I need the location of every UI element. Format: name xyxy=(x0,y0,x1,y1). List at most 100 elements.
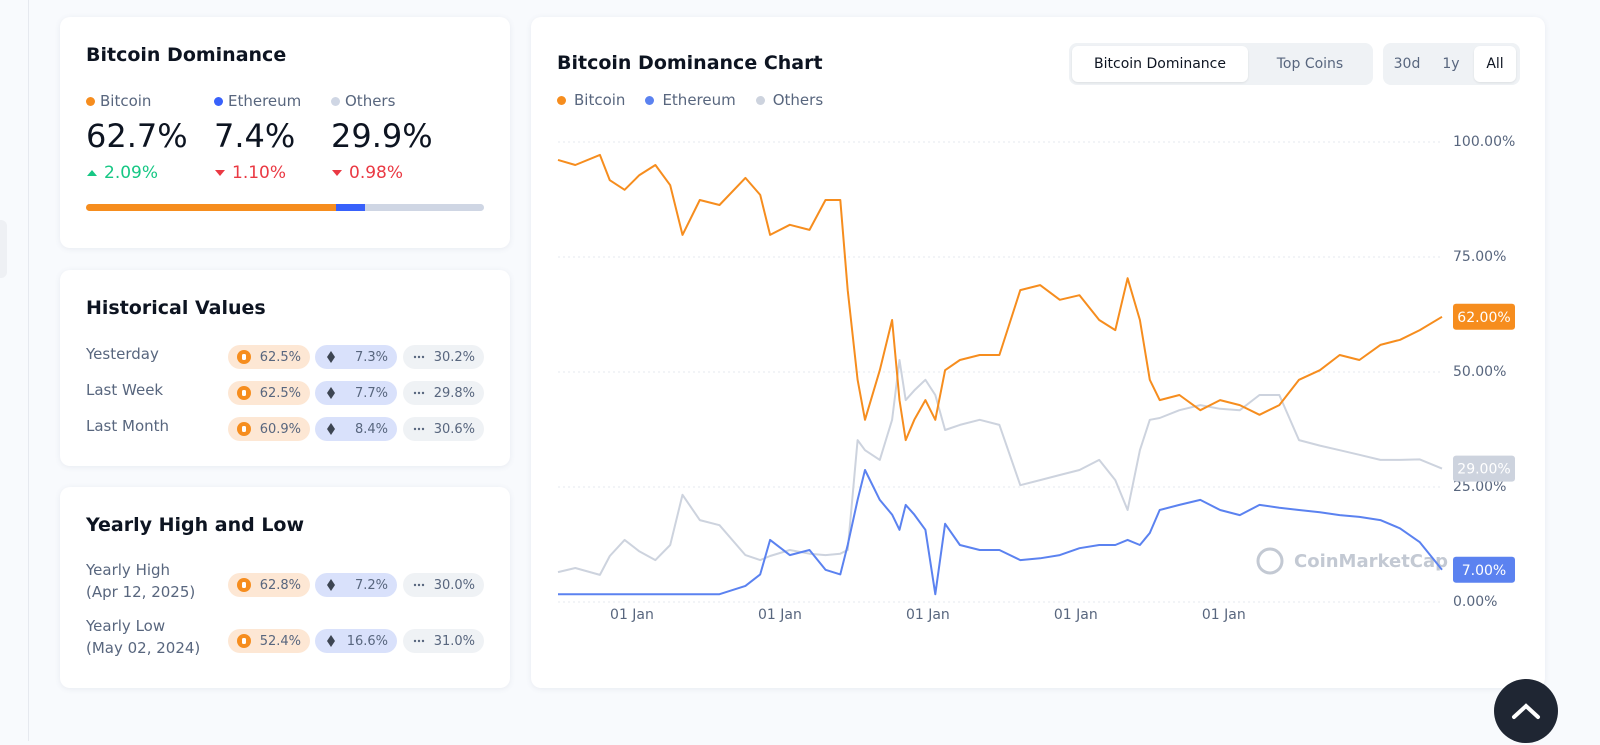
coin-change: 1.10% xyxy=(214,163,286,183)
legend-dot xyxy=(755,95,765,105)
range-tabs: 30d 1y All xyxy=(1383,43,1520,85)
last-value-label: 62.00% xyxy=(1457,310,1510,326)
range-tab[interactable]: 1y xyxy=(1442,56,1460,72)
row-label: Yearly Low xyxy=(86,617,166,635)
change-arrow xyxy=(215,170,225,176)
coin-icon xyxy=(413,427,425,431)
coin-icon xyxy=(237,422,251,436)
dominance-card: Bitcoin Dominance Bitcoin 62.7% 2.09% Ether… xyxy=(60,17,510,248)
series-line xyxy=(558,469,1443,596)
x-tick-label: 01 Jan xyxy=(1202,607,1246,623)
value-pill: 30.6% xyxy=(403,417,484,441)
change-arrow xyxy=(332,170,342,176)
legend-dot xyxy=(645,95,655,105)
last-value-label: 29.00% xyxy=(1457,462,1510,478)
chevron-icon xyxy=(1512,703,1540,719)
coin-legend: Bitcoin xyxy=(86,92,151,110)
legend-dot xyxy=(214,96,223,106)
historical-card: Historical Values Yesterday 62.5% 7.3% 30.2… xyxy=(60,270,510,466)
coin-icon xyxy=(237,350,251,364)
bar-segment xyxy=(364,204,484,211)
last-value-label: 7.00% xyxy=(1462,563,1506,579)
legend: Bitcoin Ethereum Others xyxy=(557,91,823,109)
coin-change: 2.09% xyxy=(86,163,158,183)
value-pill: 62.5% xyxy=(228,381,310,405)
legend-label: Others xyxy=(772,91,824,109)
coin-icon xyxy=(413,391,425,395)
series-line xyxy=(557,153,1443,442)
y-tick-label: 50.00% xyxy=(1453,364,1506,380)
value-pill: 30.0% xyxy=(403,573,484,597)
x-tick-label: 01 Jan xyxy=(610,607,654,623)
legend-label: Ethereum xyxy=(662,91,736,109)
value-pill: 16.6% xyxy=(315,629,397,653)
row-label: Last Month xyxy=(86,417,170,435)
last-value-badge xyxy=(1453,455,1515,482)
x-tick-label: 01 Jan xyxy=(758,607,802,623)
y-tick-label: 0.00% xyxy=(1453,594,1497,610)
coin-icon xyxy=(237,578,251,592)
sidebar-tab[interactable] xyxy=(0,220,7,278)
dominance-bar xyxy=(86,204,484,211)
card-title: Historical Values xyxy=(86,297,266,319)
legend-item: Others xyxy=(755,91,824,109)
coin-name: Bitcoin xyxy=(100,92,152,110)
view-tabs: Bitcoin Dominance Top Coins xyxy=(1069,43,1373,85)
value-pill: 30.2% xyxy=(403,345,484,369)
bar-segment xyxy=(335,204,365,211)
legend-item: Ethereum xyxy=(645,91,736,109)
value-pill: 8.4% xyxy=(315,417,397,441)
value-pill: 7.3% xyxy=(315,345,397,369)
value-pill: 62.8% xyxy=(228,573,310,597)
coin-dominance: 29.9% xyxy=(331,117,433,155)
row-label: Yesterday xyxy=(86,345,159,363)
y-tick-label: 100.00% xyxy=(1453,134,1515,150)
scroll-top-button[interactable] xyxy=(1494,679,1558,743)
value-pill: 62.5% xyxy=(228,345,310,369)
y-tick-label: 25.00% xyxy=(1453,479,1506,495)
row-label: Last Week xyxy=(86,381,164,399)
series-line xyxy=(557,359,1443,576)
coin-icon xyxy=(413,355,425,359)
view-tab[interactable]: Top Coins xyxy=(1276,56,1344,72)
coin-icon xyxy=(327,387,335,399)
last-value-badge xyxy=(1453,556,1515,583)
change-value: 2.09% xyxy=(104,163,159,183)
view-tab[interactable]: Bitcoin Dominance xyxy=(1072,46,1248,82)
watermark-logo xyxy=(1256,547,1284,575)
yearly-card: Yearly High and Low Yearly High (Apr 12, … xyxy=(60,487,510,688)
last-value-badge xyxy=(1453,303,1515,330)
value-pill: 60.9% xyxy=(228,417,310,441)
coin-dominance: 62.7% xyxy=(86,117,188,155)
legend-dot xyxy=(86,96,95,106)
legend-dot xyxy=(331,96,340,106)
coin-icon xyxy=(413,639,425,643)
row-date: (Apr 12, 2025) xyxy=(86,583,196,601)
value-pill: 7.2% xyxy=(315,573,397,597)
coin-name: Others xyxy=(345,92,396,110)
coin-icon xyxy=(237,386,251,400)
coin-icon xyxy=(327,579,335,591)
sidebar-edge xyxy=(28,0,29,741)
x-tick-label: 01 Jan xyxy=(906,607,950,623)
range-tab[interactable]: 30d xyxy=(1393,56,1421,72)
range-tab[interactable]: All xyxy=(1474,46,1516,82)
legend-label: Bitcoin xyxy=(574,91,626,109)
x-tick-label: 01 Jan xyxy=(1054,607,1098,623)
row-label: Yearly High xyxy=(86,561,171,579)
change-value: 0.98% xyxy=(349,163,404,183)
chart-card: Bitcoin Dominance Chart Bitcoin Ethereum O… xyxy=(531,17,1545,688)
legend-dot xyxy=(557,95,566,105)
value-pill: 29.8% xyxy=(403,381,484,405)
coin-icon xyxy=(237,634,251,648)
watermark-text: CoinMarketCap xyxy=(1294,551,1448,572)
value-pill: 7.7% xyxy=(315,381,397,405)
change-arrow xyxy=(87,170,97,176)
coin-icon xyxy=(413,583,425,587)
coin-icon xyxy=(327,635,335,647)
legend-item: Bitcoin xyxy=(557,91,625,109)
watermark: CoinMarketCap xyxy=(1256,547,1448,575)
card-title: Yearly High and Low xyxy=(86,514,305,536)
